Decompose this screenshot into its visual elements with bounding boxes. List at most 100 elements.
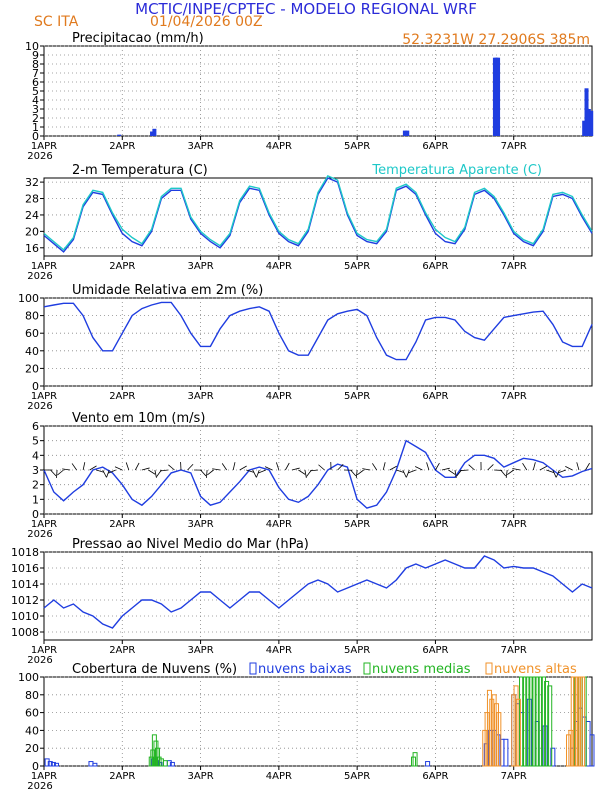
wind-barb (350, 469, 357, 477)
y-tick-label: 20 (25, 742, 39, 755)
cloud-bar (585, 721, 591, 767)
wind-barb (357, 469, 364, 476)
wind-barb (558, 469, 567, 474)
wind-barb (576, 462, 580, 471)
x-tick-label: 5APR (344, 519, 370, 530)
x-tick-label: 3APR (187, 519, 213, 530)
x-tick-label: 6APR (422, 391, 448, 402)
y-tick-label: 60 (25, 327, 39, 340)
cloud-bar (528, 676, 534, 767)
wind-barb (168, 464, 175, 471)
y-tick-label: 1 (32, 121, 39, 134)
cloud-bar (47, 761, 53, 767)
wind-barb (285, 462, 290, 471)
x-tick-label: 4APR (266, 645, 292, 656)
y-tick-label: 40 (25, 345, 39, 358)
panel-temp: 16 20 24 28 32 1APR 2APR 3APR 4APR 5APR 6APR 7APR 20… (25, 163, 593, 282)
x-year-label: 2026 (27, 401, 52, 412)
wind-barb (239, 465, 247, 471)
y-tick-label: 28 (25, 193, 39, 206)
precip-bar (584, 88, 589, 136)
wind-barb (435, 462, 440, 471)
y-tick-label: 0 (32, 760, 39, 773)
wind-barb (522, 463, 528, 471)
wind-barb (456, 469, 462, 477)
wind-barb (382, 462, 386, 471)
cloud-bar (54, 762, 60, 767)
init-time: 01/04/2026 00Z (150, 14, 263, 30)
precip-bar (496, 57, 501, 137)
y-tick-label: 20 (25, 362, 39, 375)
x-tick-label: 4APR (266, 391, 292, 402)
x-tick-label: 2APR (109, 391, 135, 402)
legend-label: nuvens medias (372, 662, 471, 677)
wind-barb (159, 469, 169, 472)
cloud-bar (92, 762, 98, 767)
cloud-bar (537, 676, 543, 767)
precip-bar (586, 109, 591, 136)
x-tick-label: 1APR (31, 519, 57, 530)
y-tick-label: 9 (32, 49, 39, 62)
cloud-bar (50, 761, 56, 767)
x-tick-label: 1APR (31, 261, 57, 272)
legend-swatch (485, 662, 493, 675)
wind-barb (355, 469, 358, 478)
x-tick-label: 3APR (187, 771, 213, 782)
series-line (43, 175, 593, 251)
x-tick-label: 7APR (501, 391, 527, 402)
wind-barb (125, 462, 130, 471)
panel-frame (43, 177, 593, 257)
x-tick-label: 6APR (422, 771, 448, 782)
wind-barb (408, 469, 417, 474)
cloud-bar (547, 685, 553, 767)
cloud-bar (503, 738, 509, 767)
panel-title: Umidade Relativa em 2m (%) (72, 283, 263, 298)
panel-clouds: 0 20 40 60 80 100 1APR 2APR 3APR 4APR 5APR 6APR 7APR… (18, 662, 595, 792)
x-tick-label: 6APR (422, 645, 448, 656)
wind-barb (304, 469, 307, 478)
x-year-label: 2026 (27, 781, 52, 792)
wind-barb (585, 462, 590, 471)
y-tick-label: 6 (32, 420, 39, 433)
wind-barb (448, 469, 456, 475)
cloud-bar (412, 752, 418, 767)
precip-bar (117, 134, 122, 136)
wind-barb (389, 465, 397, 471)
y-tick-label: 60 (25, 707, 39, 720)
x-tick-label: 1APR (31, 391, 57, 402)
x-year-label: 2026 (27, 655, 52, 666)
x-tick-label: 2APR (109, 645, 135, 656)
cloud-bar (525, 676, 531, 767)
y-tick-label: 5 (32, 435, 39, 448)
panel-title: Pressao ao Nivel Medio do Mar (hPa) (72, 537, 309, 552)
wind-barb (372, 463, 378, 471)
y-tick-label: 8 (32, 58, 39, 71)
x-tick-label: 6APR (422, 519, 448, 530)
precip-bar (152, 128, 157, 136)
wind-barb (102, 469, 107, 478)
y-tick-label: 0 (32, 380, 39, 393)
cloud-bar (496, 712, 502, 767)
wind-barb (487, 464, 494, 471)
x-tick-label: 1APR (31, 645, 57, 656)
wind-barb (318, 464, 325, 471)
wind-barb (539, 465, 548, 471)
precip-bar (150, 131, 155, 136)
panel-rh: 0 20 40 60 80 100 1APR 2APR 3APR 4APR 5APR 6APR 7APR… (18, 283, 593, 412)
y-tick-label: 0 (32, 130, 39, 143)
wind-barb (310, 469, 319, 472)
wind-barb (291, 467, 300, 471)
panel-frame (43, 551, 593, 641)
wind-barb (337, 464, 344, 471)
wind-barb (460, 469, 469, 472)
x-tick-label: 5APR (344, 141, 370, 152)
y-tick-label: 100 (18, 671, 39, 684)
y-tick-label: 4 (32, 449, 39, 462)
wind-barb (441, 467, 450, 471)
wind-barb (108, 469, 116, 474)
y-tick-label: 7 (32, 67, 39, 80)
wind-barb (134, 462, 140, 471)
wind-barb (205, 469, 208, 479)
x-tick-label: 6APR (422, 141, 448, 152)
wind-barb (57, 469, 64, 476)
